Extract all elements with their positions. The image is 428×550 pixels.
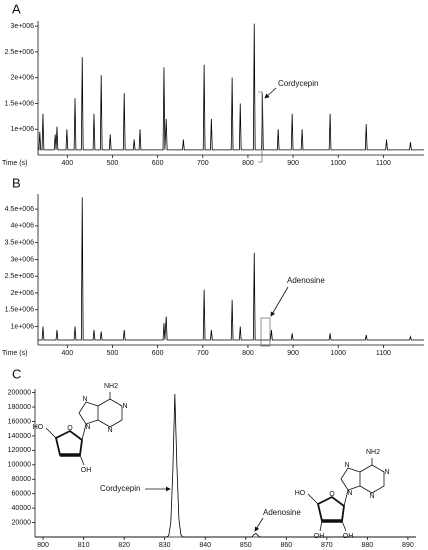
atom-label: N [344, 462, 349, 469]
y-tick-label: 60000 [12, 491, 32, 498]
x-tick-label: 1000 [330, 350, 346, 357]
y-tick-label: 3.5e+006 [5, 239, 34, 246]
x-axis-label: Time (s) [2, 350, 27, 357]
x-tick-label: 800 [242, 160, 254, 167]
annotation: Adenosine [287, 276, 325, 285]
atom-label: OH [343, 533, 354, 540]
y-tick-label: 4e+006 [10, 223, 34, 230]
atom-label: N [347, 490, 352, 497]
atom-label: N [85, 424, 90, 431]
arrow [264, 87, 277, 99]
bond [341, 520, 347, 532]
x-tick-label: 1100 [376, 160, 391, 167]
y-tick-label: 100000 [8, 462, 31, 469]
atom-label: N [384, 469, 389, 476]
x-tick-label: 800 [242, 350, 254, 357]
bond [45, 392, 123, 441]
x-tick-label: 900 [287, 160, 299, 167]
x-tick-label: 700 [197, 350, 209, 357]
atom-label: N [107, 427, 112, 434]
arrow [254, 517, 264, 532]
cordycepin-structure: NH2 N N N N HO O OH [33, 383, 128, 474]
atom-label: HO [295, 490, 306, 497]
atom-label: N [369, 493, 374, 500]
chromatogram-line [35, 394, 416, 538]
y-tick-label: 3e+006 [10, 256, 34, 263]
y-tick-label: 120000 [8, 447, 31, 454]
y-tick-label: 80000 [12, 476, 32, 483]
x-tick-label: 400 [62, 350, 74, 357]
x-tick-label: 1000 [330, 160, 346, 167]
atom-label: NH2 [104, 383, 118, 390]
y-tick-label: 2e+006 [10, 290, 34, 297]
panel-label: B [12, 175, 21, 190]
atom-label: N [122, 403, 127, 410]
y-tick-label: 1e+006 [10, 126, 34, 133]
x-tick-label: 500 [107, 350, 119, 357]
x-tick-label: 1100 [376, 350, 391, 357]
x-tick-label: 820 [118, 542, 130, 549]
bond [79, 454, 85, 466]
annotation: Cordycepin [278, 79, 318, 88]
bracket [258, 91, 263, 163]
y-tick-label: 1.5e+006 [5, 100, 34, 107]
chromatogram-line [38, 23, 424, 151]
panel-label: A [12, 1, 21, 16]
x-tick-label: 880 [362, 542, 374, 549]
x-tick-label: 900 [287, 350, 299, 357]
atom-label: HO [33, 424, 44, 431]
x-tick-label: 810 [78, 542, 90, 549]
sugar-ring [316, 495, 345, 522]
y-tick-label: 4.5e+006 [5, 206, 34, 213]
atom-label: OH [81, 467, 92, 474]
y-tick-label: 180000 [8, 404, 31, 411]
atom-label: NH2 [366, 449, 380, 456]
x-tick-label: 850 [240, 542, 252, 549]
x-tick-label: 870 [321, 542, 333, 549]
y-tick-label: 200000 [8, 389, 31, 396]
chromatogram-line [38, 197, 424, 341]
atom-label: OH [314, 533, 325, 540]
x-axis-label: Time (s) [2, 160, 27, 167]
x-tick-label: 500 [107, 160, 119, 167]
x-tick-label: 600 [152, 350, 164, 357]
y-tick-label: 20000 [12, 519, 32, 526]
x-tick-label: 890 [402, 542, 414, 549]
x-tick-label: 840 [199, 542, 211, 549]
y-tick-label: 2e+006 [10, 75, 34, 82]
x-tick-label: 700 [197, 160, 209, 167]
x-tick-label: 830 [159, 542, 171, 549]
sugar-ring [54, 429, 83, 456]
y-tick-label: 140000 [8, 433, 31, 440]
annotation: Adenosine [263, 508, 301, 517]
y-tick-label: 3e+006 [10, 23, 34, 30]
arrow [270, 286, 289, 317]
x-tick-label: 800 [37, 542, 49, 549]
bond [307, 458, 385, 532]
panel-label: C [12, 366, 21, 381]
y-tick-label: 160000 [8, 418, 31, 425]
adenosine-structure: NH2 N N N N HO O OH OH [295, 449, 390, 540]
atom-label: O [67, 425, 73, 432]
atom-label: N [82, 396, 87, 403]
x-tick-label: 600 [152, 160, 164, 167]
highlight-box [260, 317, 271, 347]
y-tick-label: 40000 [12, 505, 32, 512]
x-tick-label: 860 [280, 542, 292, 549]
y-tick-label: 2.5e+006 [5, 273, 34, 280]
atom-label: O [329, 491, 335, 498]
annotation: Cordycepin [100, 484, 140, 493]
x-tick-label: 400 [62, 160, 74, 167]
y-tick-label: 2.5e+006 [5, 49, 34, 56]
y-tick-label: 1.5e+006 [5, 307, 34, 314]
y-tick-label: 1e+006 [10, 323, 34, 330]
